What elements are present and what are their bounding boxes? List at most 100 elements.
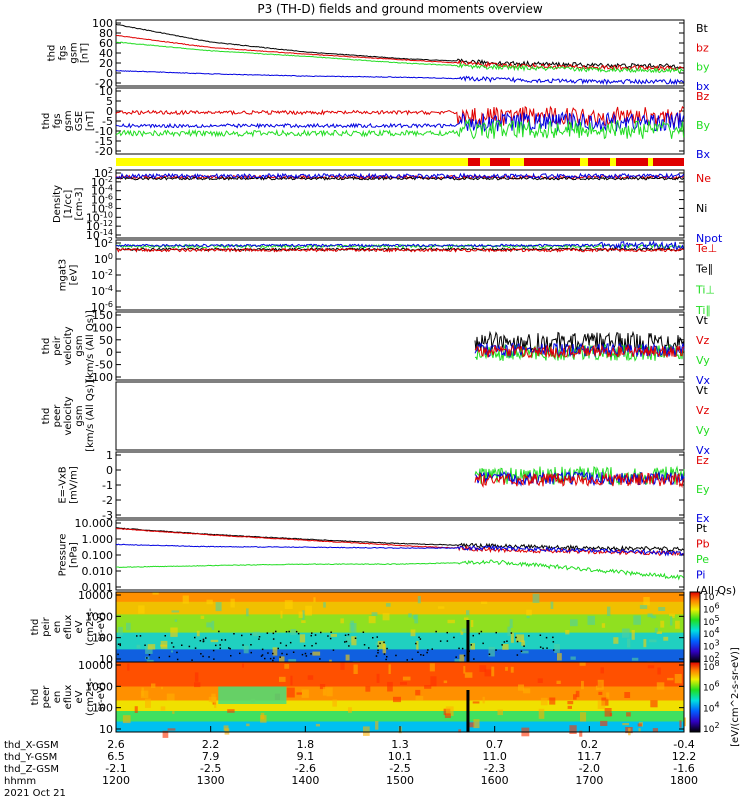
spectro-dropout bbox=[528, 635, 530, 637]
spectro-dropout bbox=[301, 653, 304, 656]
spectro-dropout bbox=[315, 642, 317, 645]
spectro-dropout bbox=[250, 644, 252, 646]
spectro-texture bbox=[345, 636, 354, 643]
spectro-dropout bbox=[377, 652, 379, 654]
x-tick-label: 10.1 bbox=[388, 750, 413, 763]
spectro-dropout bbox=[188, 645, 191, 648]
spectro-dropout bbox=[516, 640, 519, 643]
spectro-dropout bbox=[478, 632, 480, 635]
spectro-dropout bbox=[219, 647, 221, 650]
spectro-texture bbox=[377, 640, 385, 649]
legend-vz: Vz bbox=[696, 404, 710, 417]
legend-by: by bbox=[696, 61, 710, 74]
spectro-texture bbox=[581, 680, 584, 690]
spectro-dropout bbox=[482, 642, 484, 645]
spectro-dropout bbox=[330, 631, 332, 633]
spectro-texture bbox=[224, 728, 230, 735]
spectro-dropout bbox=[219, 644, 221, 646]
spectro-dropout bbox=[375, 655, 378, 657]
spectro-texture bbox=[211, 693, 216, 703]
spectro-texture bbox=[587, 615, 595, 625]
spectro-texture bbox=[600, 720, 608, 726]
spectro-dropout bbox=[117, 653, 119, 656]
spectro-texture bbox=[194, 672, 199, 682]
spectro-texture bbox=[447, 619, 455, 624]
y-tick-label: 0.010 bbox=[82, 565, 114, 578]
spectro-texture bbox=[286, 687, 295, 698]
x-row-label: thd_Z-GSM bbox=[4, 764, 59, 775]
spectro-texture bbox=[565, 630, 570, 635]
legend-vx: Vx bbox=[696, 374, 711, 387]
spectro-texture bbox=[598, 691, 603, 695]
spectro-dropout bbox=[539, 646, 542, 648]
spectro-texture bbox=[573, 694, 577, 700]
spectro-texture bbox=[151, 683, 156, 688]
spectro-texture bbox=[279, 656, 285, 664]
y-axis-label: mgat3[eV] bbox=[58, 259, 80, 292]
spectro-dropout bbox=[267, 652, 269, 654]
x-tick-label: 6.5 bbox=[107, 750, 125, 763]
y-tick-label: -15 bbox=[95, 135, 113, 148]
spectro-texture bbox=[597, 700, 606, 709]
spectro-texture bbox=[459, 654, 465, 663]
y-tick-label: 0 bbox=[106, 105, 113, 118]
spectro-dropout bbox=[277, 647, 279, 650]
y-tick-label: -10 bbox=[95, 125, 113, 138]
spectro-texture bbox=[443, 680, 448, 684]
spectro-dropout bbox=[446, 631, 448, 634]
x-tick-label: 0.7 bbox=[486, 738, 504, 751]
legend-pt: Pt bbox=[696, 522, 708, 535]
series-bt bbox=[115, 23, 684, 69]
spectro-dropout bbox=[200, 653, 202, 655]
spectro-dropout bbox=[422, 654, 425, 656]
spectro-dropout bbox=[377, 649, 379, 652]
legend-by: By bbox=[696, 119, 711, 132]
spectro-texture bbox=[206, 599, 213, 605]
spectro-dropout bbox=[176, 658, 179, 661]
legend-bt: Bt bbox=[696, 22, 709, 35]
spectro-dropout bbox=[171, 642, 173, 644]
spectro-texture bbox=[206, 622, 212, 628]
y-tick-label: 0 bbox=[106, 67, 113, 80]
spectro-texture bbox=[556, 680, 561, 684]
spectro-texture bbox=[416, 640, 419, 650]
spectro-dropout bbox=[320, 631, 322, 634]
spectro-dropout bbox=[202, 655, 204, 658]
colorbar bbox=[689, 591, 701, 663]
spectro-dropout bbox=[515, 636, 517, 639]
x-tick-label: 1300 bbox=[197, 774, 225, 787]
spectro-band-1 bbox=[116, 601, 684, 615]
spectro-texture bbox=[430, 676, 437, 687]
y-tick-label: -2 bbox=[102, 494, 113, 507]
spectro-texture bbox=[595, 685, 599, 691]
spectro-texture bbox=[660, 620, 665, 628]
series-by-gse bbox=[115, 118, 685, 140]
spectro-texture bbox=[319, 684, 326, 690]
spectro-dropout bbox=[453, 636, 455, 639]
x-tick-label: 0.2 bbox=[581, 738, 599, 751]
panel-density: 10210-210-410-610-810-1010-1210-14Densit… bbox=[52, 166, 723, 245]
mode-bar-gap-2 bbox=[580, 158, 588, 166]
legend-te: Te∥ bbox=[695, 263, 713, 276]
y-tick-label: 150 bbox=[92, 309, 113, 322]
spectro-dropout bbox=[250, 651, 252, 654]
spectro-texture bbox=[323, 602, 326, 608]
spectro-dropout bbox=[510, 632, 513, 634]
spectro-texture bbox=[479, 665, 487, 672]
legend-bz: Bz bbox=[696, 90, 710, 103]
spectro-texture bbox=[134, 706, 138, 713]
spectro-dropout bbox=[376, 636, 378, 638]
spectro-band-2 bbox=[116, 700, 684, 712]
spectro-dropout bbox=[297, 632, 300, 635]
spectro-texture bbox=[210, 639, 219, 643]
spectro-texture bbox=[461, 628, 469, 632]
spectro-texture bbox=[301, 689, 309, 698]
spectro-texture bbox=[497, 709, 503, 716]
spectro-texture bbox=[152, 592, 159, 595]
spectro-dropout bbox=[383, 641, 385, 644]
spectro-texture bbox=[579, 662, 586, 666]
spectro-dropout bbox=[411, 658, 414, 660]
spectro-band-4 bbox=[116, 649, 684, 663]
x-tick-label: -2.0 bbox=[579, 762, 600, 775]
